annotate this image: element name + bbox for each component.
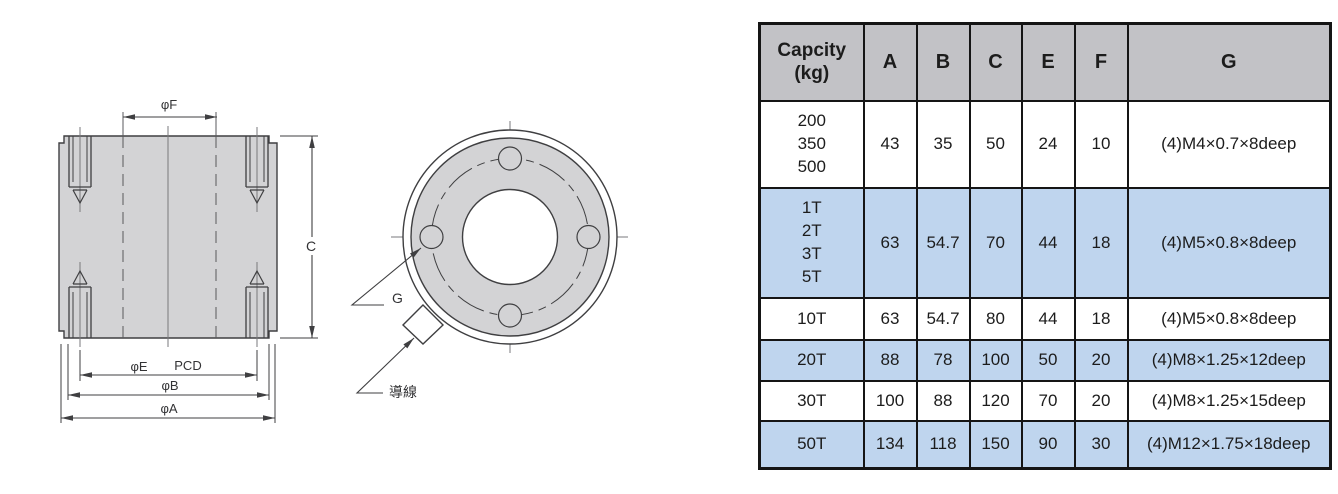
header-row: Capcity (kg) A B C E F G	[758, 22, 1332, 102]
value-cell-g: (4)M8×1.25×15deep	[1126, 380, 1332, 422]
value-cell-e: 70	[1020, 380, 1076, 422]
capacity-cell: 20T	[758, 339, 865, 382]
value-cell-f: 18	[1073, 297, 1129, 341]
leader-lead-wire-label: 導線	[389, 384, 417, 400]
table-row: 10T 63 54.7 80 44 18 (4)M5×0.8×8deep	[758, 297, 1332, 341]
value-cell-f: 30	[1073, 420, 1129, 470]
table-row: 200 350 500 43 35 50 24 10 (4)M4×0.7×8de…	[758, 100, 1332, 189]
value-cell-a: 134	[862, 420, 918, 470]
technical-drawing: φF C φE PCD	[58, 97, 628, 423]
value-cell-a: 88	[862, 339, 918, 382]
value-cell-a: 63	[862, 297, 918, 341]
leader-g: G	[350, 247, 422, 306]
value-cell-c: 120	[968, 380, 1023, 422]
value-cell-c: 50	[968, 100, 1023, 189]
capacity-cell: 30T	[758, 380, 865, 422]
bolt-hole-top	[497, 146, 523, 171]
value-cell-c: 70	[968, 187, 1023, 299]
value-cell-g: (4)M5×0.8×8deep	[1126, 297, 1332, 341]
capacity-cell: 50T	[758, 420, 865, 470]
thread-hole-top-right	[245, 136, 269, 205]
value-cell-a: 63	[862, 187, 918, 299]
dim-phi-b: φB	[68, 378, 269, 398]
dim-phi-e-pcd: φE PCD	[80, 358, 257, 378]
header-col-c: C	[968, 22, 1023, 102]
value-cell-b: 118	[915, 420, 971, 470]
header-capacity-line1: Capcity	[777, 39, 847, 61]
value-cell-a: 43	[862, 100, 918, 189]
leader-g-label: G	[392, 290, 403, 306]
cable-outlet-diamond	[401, 304, 445, 345]
header-capacity: Capcity (kg)	[758, 22, 865, 102]
dim-pcd-label: PCD	[174, 358, 201, 373]
bottom-extension-lines	[60, 344, 276, 423]
dim-c: C	[280, 135, 321, 339]
value-cell-e: 90	[1020, 420, 1076, 470]
value-cell-c: 100	[968, 339, 1023, 382]
value-cell-g: (4)M8×1.25×12deep	[1126, 339, 1332, 382]
bolt-hole-left	[419, 224, 444, 250]
value-cell-f: 18	[1073, 187, 1129, 299]
dim-phi-a-label: φA	[160, 401, 177, 416]
spec-table: Capcity (kg) A B C E F G 200 350 500 43 …	[758, 22, 1332, 470]
capacity-cell: 1T 2T 3T 5T	[758, 187, 865, 299]
table-row: 30T 100 88 120 70 20 (4)M8×1.25×15deep	[758, 380, 1332, 422]
value-cell-e: 24	[1020, 100, 1076, 189]
dim-phi-f-label: φF	[161, 97, 177, 112]
thread-hole-bottom-left	[68, 269, 92, 338]
dim-phi-f: φF	[123, 97, 217, 120]
value-cell-b: 54.7	[915, 187, 971, 299]
thread-hole-bottom-right	[245, 269, 269, 338]
thread-hole-top-left	[68, 136, 92, 205]
capacity-cell: 10T	[758, 297, 865, 341]
dim-c-label: C	[306, 238, 316, 254]
value-cell-b: 35	[915, 100, 971, 189]
bolt-centerlines	[79, 127, 258, 347]
leader-lead-wire: 導線	[355, 337, 417, 400]
table-row: 50T 134 118 150 90 30 (4)M12×1.75×18deep	[758, 420, 1332, 470]
value-cell-f: 20	[1073, 380, 1129, 422]
value-cell-e: 50	[1020, 339, 1076, 382]
header-col-a: A	[862, 22, 918, 102]
dim-phi-a: φA	[61, 401, 275, 421]
value-cell-b: 88	[915, 380, 971, 422]
value-cell-f: 20	[1073, 339, 1129, 382]
header-col-f: F	[1073, 22, 1129, 102]
bolt-hole-bottom	[497, 303, 523, 328]
value-cell-e: 44	[1020, 187, 1076, 299]
value-cell-c: 80	[968, 297, 1023, 341]
value-cell-e: 44	[1020, 297, 1076, 341]
value-cell-b: 78	[915, 339, 971, 382]
top-view: G 導線	[350, 121, 628, 400]
bolt-holes	[419, 146, 601, 328]
value-cell-g: (4)M12×1.75×18deep	[1126, 420, 1332, 470]
dim-phi-e-label: φE	[130, 359, 147, 374]
value-cell-g: (4)M5×0.8×8deep	[1126, 187, 1332, 299]
table-row: 20T 88 78 100 50 20 (4)M8×1.25×12deep	[758, 339, 1332, 382]
value-cell-f: 10	[1073, 100, 1129, 189]
value-cell-c: 150	[968, 420, 1023, 470]
header-col-e: E	[1020, 22, 1076, 102]
value-cell-a: 100	[862, 380, 918, 422]
side-view: φF C φE PCD	[58, 97, 321, 423]
header-capacity-line2: (kg)	[794, 62, 830, 84]
value-cell-b: 54.7	[915, 297, 971, 341]
table-row: 1T 2T 3T 5T 63 54.7 70 44 18 (4)M5×0.8×8…	[758, 187, 1332, 299]
header-col-b: B	[915, 22, 971, 102]
value-cell-g: (4)M4×0.7×8deep	[1126, 100, 1332, 189]
capacity-cell: 200 350 500	[758, 100, 865, 189]
bolt-hole-right	[576, 224, 601, 250]
header-col-g: G	[1126, 22, 1332, 102]
dim-phi-b-label: φB	[161, 378, 178, 393]
center-hole	[461, 188, 559, 286]
